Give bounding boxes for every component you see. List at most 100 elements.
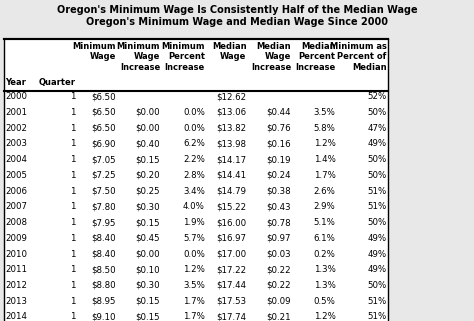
Text: $17.74: $17.74 [216,312,246,321]
Text: 1.7%: 1.7% [183,312,205,321]
Text: $0.15: $0.15 [136,297,160,306]
Text: 2008: 2008 [5,218,27,227]
Text: $14.79: $14.79 [217,187,246,195]
Text: $0.22: $0.22 [266,281,291,290]
Text: $15.22: $15.22 [216,202,246,211]
Text: $0.38: $0.38 [266,187,291,195]
Text: $0.15: $0.15 [136,218,160,227]
Text: $0.20: $0.20 [136,171,160,180]
Text: Quarter: Quarter [38,78,75,87]
Text: 49%: 49% [368,234,387,243]
Text: $6.50: $6.50 [91,124,116,133]
Text: $0.25: $0.25 [136,187,160,195]
Text: 1: 1 [70,281,75,290]
Text: $17.44: $17.44 [216,281,246,290]
Text: 2010: 2010 [5,249,27,258]
Text: 2003: 2003 [5,139,27,148]
Text: $0.16: $0.16 [266,139,291,148]
Text: $14.17: $14.17 [216,155,246,164]
Text: $12.62: $12.62 [216,92,246,101]
Text: 0.5%: 0.5% [314,297,336,306]
Text: 0.0%: 0.0% [183,124,205,133]
Text: $0.44: $0.44 [266,108,291,117]
Text: 1: 1 [70,265,75,274]
Text: $0.22: $0.22 [266,265,291,274]
Text: 2005: 2005 [5,171,27,180]
Text: 2012: 2012 [5,281,27,290]
Text: 1: 1 [70,108,75,117]
Text: 2009: 2009 [5,234,27,243]
Text: 1: 1 [70,312,75,321]
Text: 2011: 2011 [5,265,27,274]
Text: $8.80: $8.80 [91,281,116,290]
Text: 1: 1 [70,297,75,306]
Text: 51%: 51% [367,187,387,195]
Text: $0.40: $0.40 [136,139,160,148]
Text: 2.2%: 2.2% [183,155,205,164]
Text: Minimum
Wage: Minimum Wage [72,42,116,61]
Text: $0.24: $0.24 [266,171,291,180]
Text: 2.8%: 2.8% [183,171,205,180]
Text: 0.0%: 0.0% [183,108,205,117]
Text: $6.50: $6.50 [91,108,116,117]
FancyBboxPatch shape [4,39,388,321]
Text: $7.80: $7.80 [91,202,116,211]
Text: 1.2%: 1.2% [314,139,336,148]
Text: 1.7%: 1.7% [314,171,336,180]
Text: $7.25: $7.25 [91,171,116,180]
Text: 50%: 50% [367,155,387,164]
Text: 2.9%: 2.9% [314,202,336,211]
Text: 49%: 49% [368,265,387,274]
Text: 5.7%: 5.7% [183,234,205,243]
Text: $7.50: $7.50 [91,187,116,195]
Text: $14.41: $14.41 [216,171,246,180]
Text: 47%: 47% [367,124,387,133]
Text: 3.5%: 3.5% [314,108,336,117]
Text: 2006: 2006 [5,187,27,195]
Text: $16.97: $16.97 [217,234,246,243]
Text: 1.3%: 1.3% [314,265,336,274]
Text: 1: 1 [70,187,75,195]
Text: $0.19: $0.19 [266,155,291,164]
Text: 0.2%: 0.2% [314,249,336,258]
Text: 1: 1 [70,155,75,164]
Text: $8.40: $8.40 [91,234,116,243]
Text: 51%: 51% [367,312,387,321]
Text: Median
Wage
Increase: Median Wage Increase [251,42,291,72]
Text: Minimum as
Percent of
Median: Minimum as Percent of Median [330,42,387,72]
Text: Minimum
Percent
Increase: Minimum Percent Increase [161,42,205,72]
Text: $16.00: $16.00 [216,218,246,227]
Text: $13.06: $13.06 [216,108,246,117]
Text: $0.15: $0.15 [136,155,160,164]
Text: 1.2%: 1.2% [183,265,205,274]
Text: $0.97: $0.97 [266,234,291,243]
Text: $0.78: $0.78 [266,218,291,227]
Text: $6.90: $6.90 [91,139,116,148]
Text: 1: 1 [70,124,75,133]
Text: 50%: 50% [367,171,387,180]
Text: 1.4%: 1.4% [314,155,336,164]
Text: 5.1%: 5.1% [314,218,336,227]
Text: 51%: 51% [367,202,387,211]
Text: $0.45: $0.45 [136,234,160,243]
Text: 50%: 50% [367,108,387,117]
Text: 4.0%: 4.0% [183,202,205,211]
Text: 2001: 2001 [5,108,27,117]
Text: $0.09: $0.09 [266,297,291,306]
Text: $6.50: $6.50 [91,92,116,101]
Text: 50%: 50% [367,281,387,290]
Text: 1: 1 [70,218,75,227]
Text: 6.1%: 6.1% [314,234,336,243]
Text: 1: 1 [70,202,75,211]
Text: $0.10: $0.10 [136,265,160,274]
Text: 1: 1 [70,234,75,243]
Text: $0.21: $0.21 [266,312,291,321]
Text: $0.43: $0.43 [266,202,291,211]
Text: 2004: 2004 [5,155,27,164]
Text: 3.5%: 3.5% [183,281,205,290]
Text: $0.00: $0.00 [136,124,160,133]
Text: 1.3%: 1.3% [314,281,336,290]
Text: $0.30: $0.30 [136,281,160,290]
Text: $13.98: $13.98 [217,139,246,148]
Text: Year: Year [5,78,26,87]
